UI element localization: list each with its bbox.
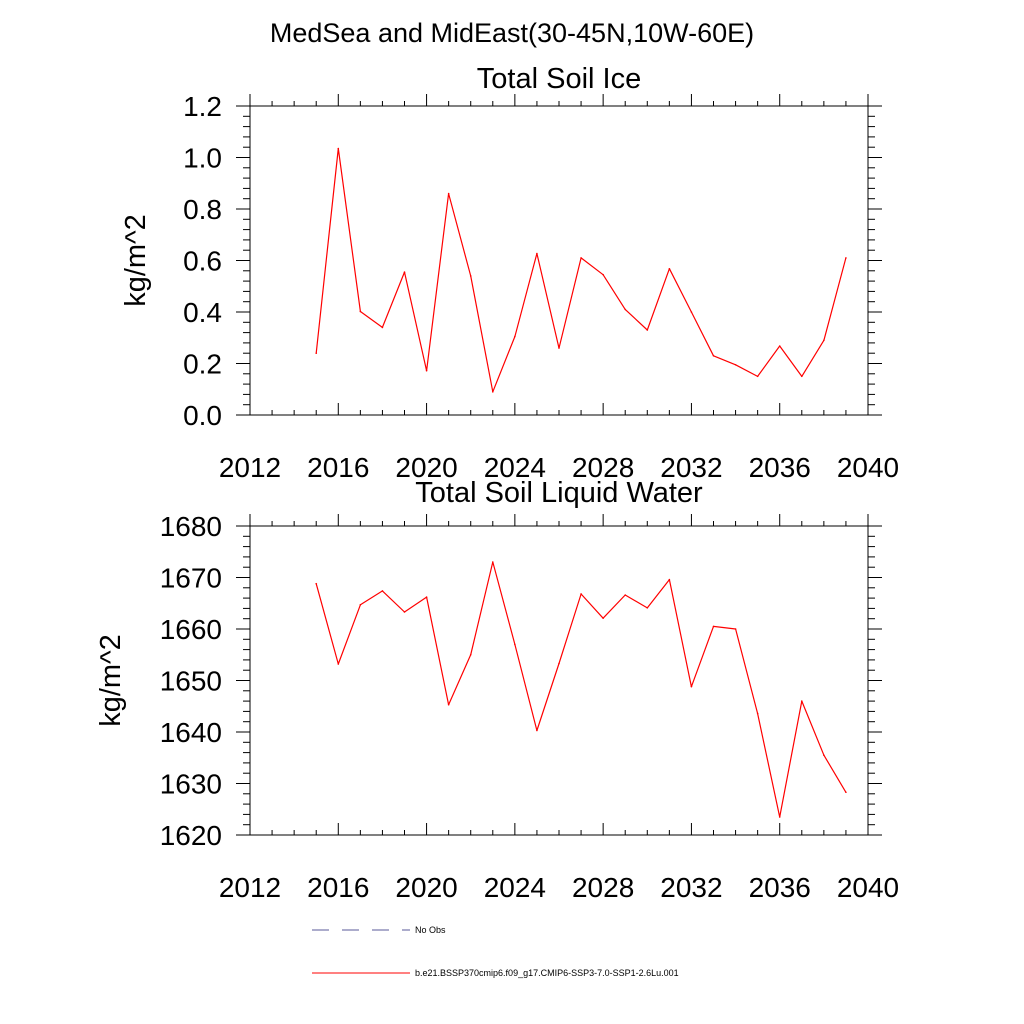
plot-frame [249, 525, 869, 836]
data-point [337, 147, 340, 150]
x-tick-label: 2028 [572, 872, 634, 903]
data-point [491, 391, 494, 393]
data-point [381, 590, 384, 592]
y-tick-label: 1680 [160, 511, 222, 542]
y-tick-label: 1.0 [183, 143, 222, 174]
plot-frame [249, 105, 869, 416]
y-tick-label: 0.0 [183, 400, 222, 431]
y-tick-label: 1670 [160, 563, 222, 594]
data-point [734, 628, 737, 630]
data-point [712, 625, 715, 628]
data-point [469, 275, 472, 277]
data-point [447, 703, 450, 706]
x-tick-label: 2024 [484, 452, 546, 483]
data-point [845, 257, 847, 259]
y-tick-label: 0.8 [183, 194, 222, 225]
data-point [580, 257, 582, 259]
chart-panels: Total Soil Ice kg/m^2 2012 2016 2020 2024 2028… [95, 63, 899, 903]
data-point [580, 593, 582, 595]
legend: No Obs b.e21.BSSP370cmip6.f09_g17.CMIP6-S… [312, 925, 679, 978]
legend-label: No Obs [415, 925, 446, 935]
data-point [381, 326, 384, 329]
panel-title: Total Soil Liquid Water [415, 477, 703, 509]
data-point [536, 252, 538, 255]
data-point [800, 375, 803, 378]
data-point [823, 339, 825, 342]
data-point [425, 369, 428, 372]
chart-panel-1: Total Soil Ice kg/m^2 2012 2016 2020 2024 2028… [120, 63, 899, 483]
data-point [690, 311, 693, 313]
data-point [778, 345, 781, 347]
x-tick-label: 2036 [749, 872, 811, 903]
data-point [756, 375, 759, 378]
x-tick-label: 2024 [484, 872, 546, 903]
y-tick-label: 1660 [160, 614, 222, 645]
data-point [558, 662, 560, 665]
data-point [514, 643, 516, 646]
data-point [558, 347, 560, 349]
data-point [359, 603, 362, 606]
series-line-1 [315, 147, 847, 393]
data-point [624, 308, 627, 311]
data-point [315, 582, 318, 585]
data-point [845, 791, 847, 794]
data-point [447, 192, 450, 195]
x-tick-label: 2032 [660, 872, 722, 903]
legend-item-2: b.e21.BSSP370cmip6.f09_g17.CMIP6-SSP3-7.… [312, 968, 679, 978]
data-point [602, 617, 604, 619]
data-point [646, 607, 649, 609]
data-point [425, 596, 428, 598]
y-tick-label: 1.2 [183, 91, 222, 122]
y-axis-label: kg/m^2 [95, 634, 127, 727]
data-point [337, 663, 340, 665]
data-point [536, 729, 538, 732]
y-tick-label: 0.2 [183, 349, 222, 380]
data-point [646, 329, 649, 331]
x-tick-label: 2032 [660, 452, 722, 483]
data-point [403, 611, 406, 613]
series-line-1 [315, 561, 847, 818]
data-point [359, 310, 362, 313]
data-point [624, 594, 627, 596]
y-tick-label: 1650 [160, 666, 222, 697]
x-tick-label: 2012 [219, 452, 281, 483]
x-tick-label: 2012 [219, 872, 281, 903]
y-tick-label: 1640 [160, 717, 222, 748]
data-point [800, 700, 803, 702]
x-tick-label: 2016 [307, 872, 369, 903]
x-tick-label: 2040 [837, 452, 899, 483]
data-point [469, 653, 472, 656]
data-point [491, 561, 494, 563]
data-point [734, 363, 737, 366]
panel-title: Total Soil Ice [477, 63, 641, 95]
data-point [668, 267, 671, 270]
x-tick-label: 2040 [837, 872, 899, 903]
data-point [514, 335, 516, 338]
x-tick-label: 2020 [395, 872, 457, 903]
data-point [315, 352, 318, 355]
y-axis-label: kg/m^2 [120, 214, 152, 307]
x-tick-label: 2020 [395, 452, 457, 483]
x-tick-label: 2036 [749, 452, 811, 483]
data-point [690, 685, 693, 688]
data-point [823, 754, 825, 756]
data-point [668, 578, 671, 581]
legend-label: b.e21.BSSP370cmip6.f09_g17.CMIP6-SSP3-7.… [415, 968, 679, 978]
x-tick-label: 2028 [572, 452, 634, 483]
y-tick-label: 1630 [160, 769, 222, 800]
figure-title: MedSea and MidEast(30-45N,10W-60E) [270, 18, 754, 48]
y-tick-label: 0.4 [183, 297, 222, 328]
x-tick-label: 2016 [307, 452, 369, 483]
chart-panel-2: Total Soil Liquid Water kg/m^2 2012 2016 202… [95, 477, 899, 903]
data-point [602, 273, 604, 276]
y-tick-label: 0.6 [183, 246, 222, 277]
legend-item-1: No Obs [312, 925, 446, 935]
data-point [756, 712, 759, 715]
y-tick-label: 1620 [160, 820, 222, 851]
data-point [778, 816, 781, 818]
data-point [403, 271, 406, 273]
data-point [712, 354, 715, 357]
